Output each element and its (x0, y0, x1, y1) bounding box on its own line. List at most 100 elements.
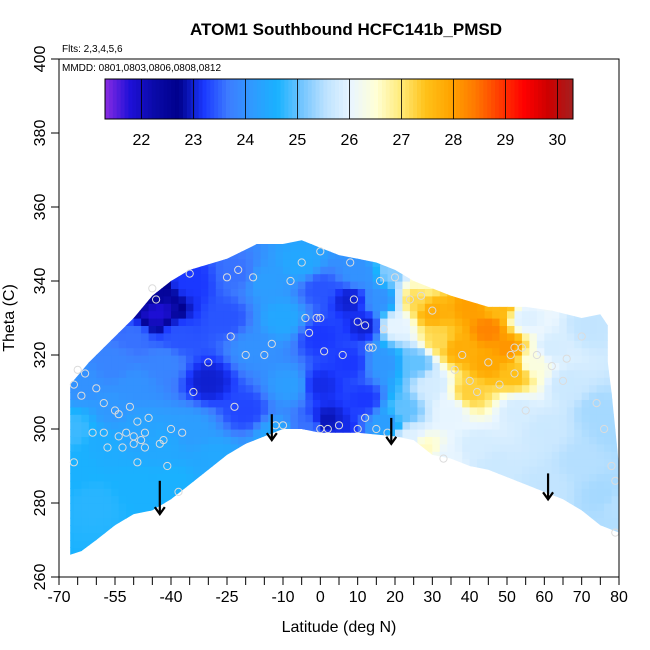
heatmap-cell (73, 554, 82, 555)
heatmap-cell (469, 443, 478, 452)
heatmap-cell (283, 332, 292, 341)
heatmap-cell (223, 414, 232, 423)
heatmap-cell (380, 562, 388, 570)
heatmap-cell (365, 473, 374, 482)
heatmap-cell (521, 340, 530, 349)
heatmap-cell (141, 369, 150, 378)
heatmap-cell (297, 517, 306, 526)
heatmap-cell (567, 207, 575, 215)
heatmap-cell (559, 414, 568, 423)
heatmap-cell (208, 466, 217, 474)
heatmap-cell (544, 288, 553, 297)
heatmap-cell (581, 406, 590, 415)
heatmap-cell (409, 288, 418, 297)
heatmap-cell (208, 510, 217, 519)
heatmap-cell (574, 377, 583, 386)
heatmap-cell (559, 377, 568, 386)
heatmap-cell (529, 443, 538, 452)
heatmap-cell (119, 562, 127, 570)
heatmap-cell (305, 155, 313, 163)
heatmap-cell (462, 192, 470, 200)
heatmap-cell (230, 325, 239, 334)
heatmap-cell (432, 273, 441, 282)
heatmap-cell (566, 369, 575, 378)
heatmap-cell (171, 332, 180, 341)
heatmap-cell (380, 163, 388, 171)
heatmap-cell (208, 177, 216, 185)
heatmap-cell (223, 214, 231, 222)
heatmap-cell (567, 126, 575, 134)
heatmap-cell (521, 510, 530, 519)
heatmap-cell (193, 240, 202, 245)
heatmap-cell (163, 510, 172, 519)
heatmap-cell (312, 399, 321, 408)
heatmap-cell (447, 458, 456, 467)
heatmap-cell (454, 295, 463, 304)
heatmap-cell (484, 414, 493, 423)
heatmap-cell (59, 496, 67, 504)
heatmap-cell (477, 421, 486, 430)
heatmap-cell (581, 547, 590, 555)
heatmap-cell (372, 369, 381, 378)
heatmap-cell (141, 192, 149, 200)
heatmap-cell (581, 258, 590, 267)
heatmap-cell (74, 103, 82, 111)
heatmap-cell (245, 399, 254, 408)
heatmap-cell (402, 495, 411, 504)
heatmap-cell (260, 473, 269, 482)
heatmap-cell (589, 480, 598, 489)
heatmap-cell (126, 303, 135, 312)
heatmap-cell (283, 436, 292, 445)
heatmap-cell (439, 503, 448, 511)
heatmap-cell (507, 170, 515, 178)
heatmap-cell (574, 554, 583, 555)
heatmap-cell (440, 170, 448, 178)
heatmap-cell (163, 532, 172, 541)
heatmap-cell (290, 525, 299, 534)
heatmap-cell (529, 362, 538, 371)
heatmap-cell (200, 258, 209, 267)
heatmap-cell (500, 192, 508, 200)
heatmap-cell (477, 214, 485, 222)
heatmap-cell (387, 266, 396, 275)
heatmap-cell (312, 547, 321, 555)
heatmap-cell (424, 414, 433, 423)
heatmap-cell (201, 170, 209, 178)
heatmap-cell (111, 399, 120, 408)
heatmap-cell (529, 170, 537, 178)
heatmap-cell (439, 325, 448, 334)
heatmap-cell (574, 517, 583, 526)
heatmap-cell (59, 244, 67, 252)
heatmap-cell (469, 281, 478, 289)
heatmap-cell (484, 532, 493, 541)
heatmap-cell (581, 429, 590, 437)
heatmap-cell (246, 66, 254, 74)
chart-title: ATOM1 Southbound HCFC141b_PMSD (190, 20, 502, 39)
heatmap-cell (514, 273, 523, 282)
heatmap-cell (119, 207, 127, 215)
heatmap-cell (470, 562, 478, 570)
heatmap-cell (365, 133, 373, 141)
heatmap-cell (290, 429, 299, 437)
heatmap-cell (297, 377, 306, 386)
heatmap-cell (372, 547, 381, 555)
heatmap-cell (365, 562, 373, 570)
heatmap-cell (477, 140, 485, 148)
heatmap-cell (357, 332, 366, 341)
heatmap-cell (417, 185, 425, 193)
heatmap-cell (156, 362, 165, 371)
heatmap-cell (447, 318, 456, 326)
heatmap-cell (402, 325, 411, 334)
heatmap-cell (215, 295, 224, 304)
heatmap-cell (477, 355, 486, 363)
heatmap-cell (118, 406, 127, 415)
heatmap-cell (163, 288, 172, 297)
heatmap-cell (372, 377, 381, 386)
heatmap-cell (70, 525, 75, 534)
heatmap-cell (59, 407, 67, 415)
heatmap-cell (148, 266, 157, 275)
heatmap-cell (253, 451, 262, 460)
heatmap-cell (118, 532, 127, 541)
heatmap-cell (178, 480, 187, 489)
heatmap-cell (477, 126, 485, 134)
